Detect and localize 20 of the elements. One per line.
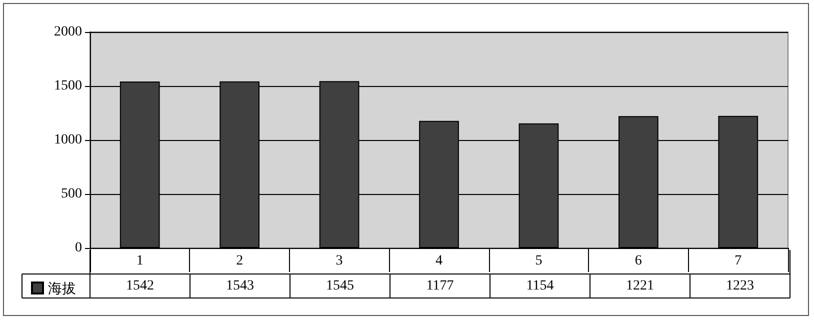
x-tick-label: 7 [734, 254, 742, 268]
x-tick-label: 6 [634, 254, 642, 268]
y-tick-label: 1500 [54, 78, 82, 94]
x-tick-label: 5 [535, 254, 542, 268]
legend-label: 海拔 [48, 280, 76, 296]
x-tick-label: 3 [336, 254, 343, 268]
y-tick-label: 2000 [54, 24, 82, 40]
y-tick-label: 500 [61, 186, 82, 202]
data-label: 1543 [226, 278, 254, 294]
data-label: 1223 [726, 278, 754, 294]
data-label: 1221 [626, 278, 654, 294]
y-tick-label: 0 [75, 240, 82, 256]
x-tick-label: 2 [236, 254, 244, 268]
x-tick-label: 4 [436, 254, 442, 268]
data-label: 1542 [126, 278, 154, 294]
data-label: 1545 [326, 278, 354, 294]
y-tick-label: 1000 [54, 132, 82, 148]
x-tick-label: 1 [136, 254, 144, 268]
data-label: 1177 [426, 278, 454, 294]
data-label: 1154 [526, 278, 554, 294]
